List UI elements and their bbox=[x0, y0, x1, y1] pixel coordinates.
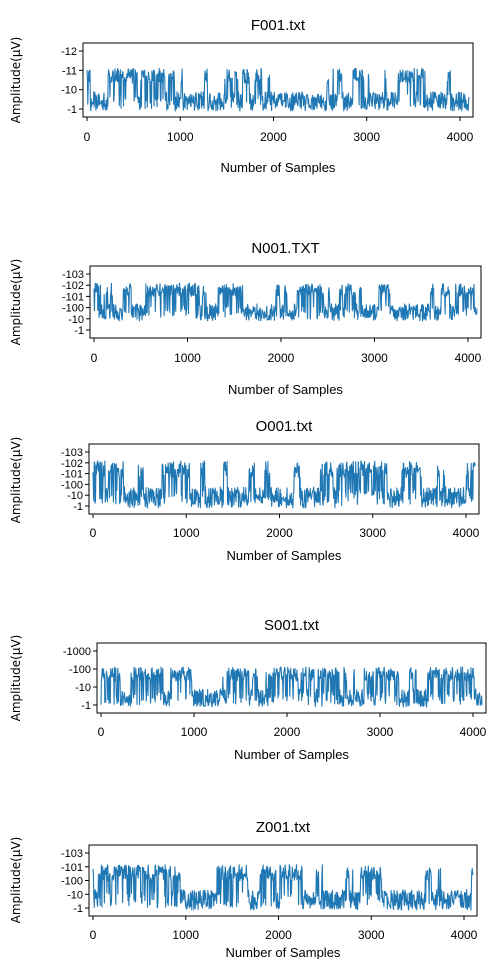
x-axis-label: Number of Samples bbox=[226, 945, 341, 959]
y-tick-label: -10 bbox=[67, 889, 83, 901]
subplot-5: Z001.txt 0 1000 2000 3000 4000 -1 -10-100 -101 -1… bbox=[9, 819, 478, 959]
x-tick-label: 1000 bbox=[181, 725, 208, 739]
x-tick-label: 2000 bbox=[268, 351, 295, 365]
x-tick-label: 1000 bbox=[174, 351, 201, 365]
x-tick-label: 4000 bbox=[447, 130, 474, 144]
y-tick-label: -12 bbox=[61, 46, 77, 58]
y-axis-label: Amplitude(µV) bbox=[9, 837, 23, 924]
x-tick-label: 2000 bbox=[266, 526, 293, 540]
y-tick-label: -103 bbox=[61, 848, 83, 860]
x-tick-label: 0 bbox=[98, 725, 105, 739]
subplot-title: N001.TXT bbox=[251, 240, 319, 257]
y-tick-label: -100 bbox=[61, 479, 83, 491]
y-tick-label: -100 bbox=[61, 876, 83, 888]
plot-frame bbox=[82, 42, 474, 118]
y-tick-label: -1 bbox=[73, 501, 83, 513]
y-tick-label: -103 bbox=[62, 269, 84, 281]
plot-frame bbox=[89, 265, 482, 339]
x-tick-label: 4000 bbox=[451, 928, 478, 942]
y-axis-label: Amplitude(µV) bbox=[9, 437, 23, 524]
x-tick-label: 4000 bbox=[453, 526, 480, 540]
y-tick-label: -1000 bbox=[63, 646, 91, 658]
y-tick-label: -102 bbox=[61, 458, 83, 470]
x-axis-label: Number of Samples bbox=[221, 160, 336, 175]
signal-line bbox=[92, 460, 476, 509]
subplot-4: S001.txt 0 1000 2000 3000 4000 -1 -10 -100 -1000 N… bbox=[9, 617, 487, 762]
y-tick-label: -10 bbox=[68, 314, 84, 326]
signal-line bbox=[93, 282, 478, 322]
subplot-title: Z001.txt bbox=[256, 819, 311, 836]
x-tick-label: 1000 bbox=[172, 928, 199, 942]
y-tick-label: -10 bbox=[61, 85, 77, 97]
x-tick-label: 1000 bbox=[173, 526, 200, 540]
x-tick-label: 0 bbox=[90, 526, 97, 540]
y-tick-label: -10 bbox=[75, 682, 91, 694]
y-tick-label: -102 bbox=[62, 280, 84, 292]
y-tick-label: -101 bbox=[61, 862, 83, 874]
y-tick-label: -1 bbox=[81, 700, 91, 712]
y-tick-label: -100 bbox=[62, 303, 84, 315]
y-tick-label: -1 bbox=[73, 903, 83, 915]
y-axis-label: Amplitude(µV) bbox=[9, 37, 23, 124]
x-tick-label: 1000 bbox=[167, 130, 194, 144]
x-tick-label: 3000 bbox=[359, 526, 386, 540]
x-axis-label: Number of Samples bbox=[227, 548, 342, 563]
y-tick-label: -100 bbox=[69, 664, 91, 676]
y-tick-label: -103 bbox=[61, 447, 83, 459]
subplot-1: F001.txt 0 1000 2000 3000 4000 -1 -10 -11 -12 Numb… bbox=[9, 17, 474, 175]
x-axis-label: Number of Samples bbox=[234, 747, 349, 762]
signal-line bbox=[100, 666, 483, 708]
y-tick-label: -10 bbox=[67, 490, 83, 502]
x-tick-label: 4000 bbox=[460, 725, 487, 739]
x-tick-label: 3000 bbox=[358, 928, 385, 942]
x-tick-label: 2000 bbox=[260, 130, 287, 144]
signal-line bbox=[92, 864, 474, 911]
subplot-title: F001.txt bbox=[251, 17, 306, 34]
x-tick-label: 0 bbox=[91, 351, 98, 365]
y-tick-label: -101 bbox=[61, 469, 83, 481]
y-tick-label: -101 bbox=[62, 291, 84, 303]
y-axis-label: Amplitude(µV) bbox=[9, 635, 23, 722]
x-tick-label: 3000 bbox=[353, 130, 380, 144]
x-tick-label: 2000 bbox=[274, 725, 301, 739]
x-axis-label: Number of Samples bbox=[228, 382, 343, 397]
signal-line bbox=[86, 67, 470, 112]
y-tick-label: -1 bbox=[74, 325, 84, 337]
x-tick-label: 3000 bbox=[367, 725, 394, 739]
x-tick-label: 0 bbox=[84, 130, 91, 144]
y-axis-label: Amplitude(µV) bbox=[9, 259, 23, 346]
x-tick-label: 3000 bbox=[361, 351, 388, 365]
subplot-title: S001.txt bbox=[264, 617, 320, 634]
subplot-title: O001.txt bbox=[256, 418, 314, 435]
x-tick-label: 2000 bbox=[265, 928, 292, 942]
y-tick-label: -11 bbox=[62, 65, 77, 77]
y-tick-label: -1 bbox=[67, 104, 77, 116]
x-tick-label: 0 bbox=[90, 928, 97, 942]
x-tick-label: 4000 bbox=[455, 351, 482, 365]
plot-frame bbox=[88, 443, 480, 515]
plot-frame bbox=[96, 642, 487, 714]
